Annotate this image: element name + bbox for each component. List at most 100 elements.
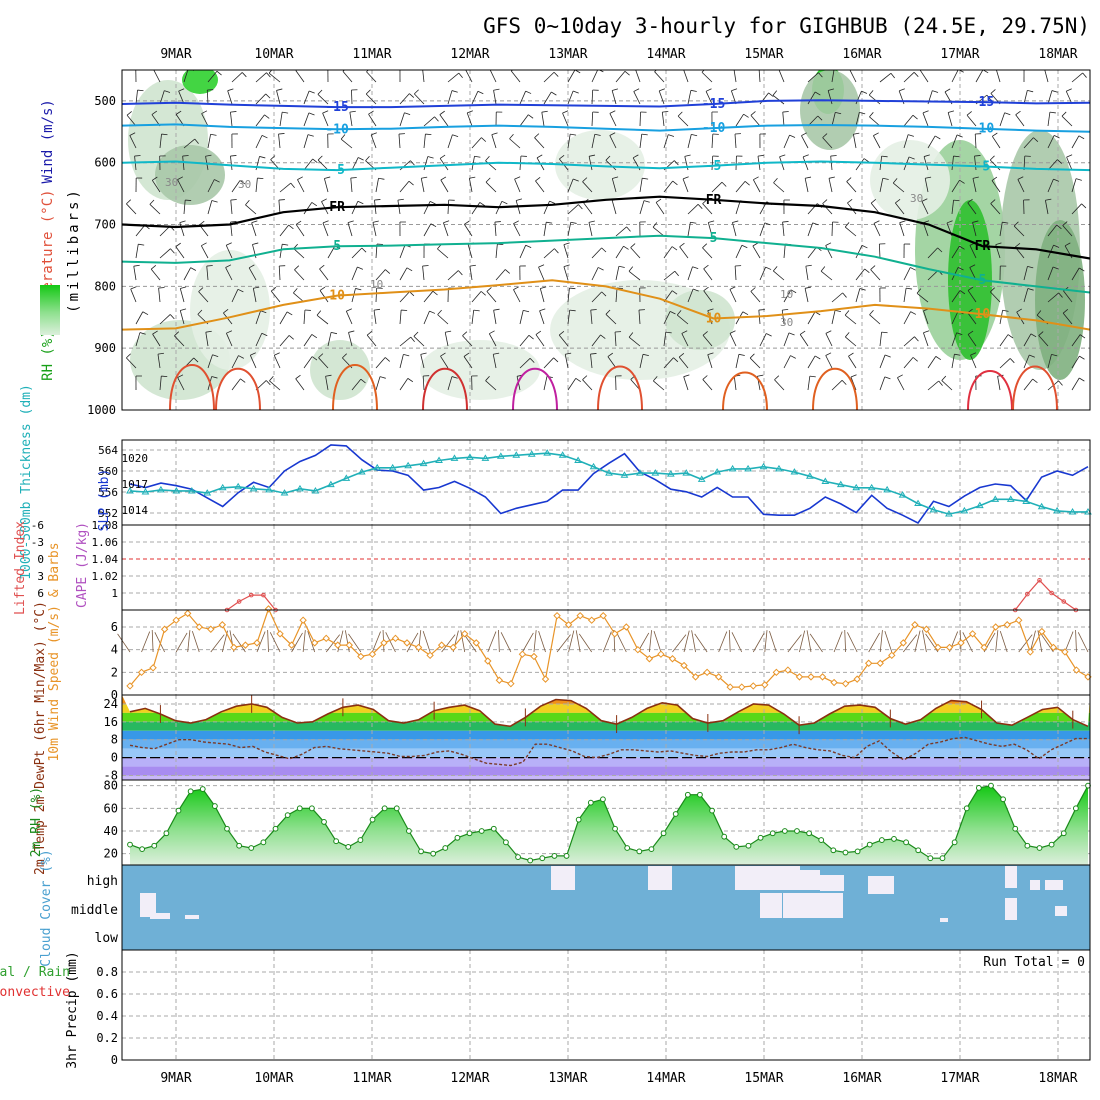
wind-speed-marker <box>461 630 469 638</box>
wind-barb <box>159 248 171 259</box>
wind-barb <box>492 354 497 369</box>
wind-barb <box>822 137 833 149</box>
wind-barb-flag <box>1007 334 1014 339</box>
wind-barb <box>399 291 410 303</box>
thickness-marker <box>620 471 629 478</box>
wind-barb <box>873 223 881 237</box>
wind-barb <box>831 310 836 325</box>
wind-barb-flag <box>480 291 486 296</box>
wind-barb-flag <box>408 180 414 186</box>
surface-wind-barb <box>556 634 571 653</box>
wind-barb-flag <box>439 110 445 115</box>
wind-barb-flag <box>139 332 146 335</box>
wind-speed-marker <box>945 643 954 652</box>
wind-barb <box>734 134 737 149</box>
wind-barb <box>591 89 594 105</box>
wind-speed-marker <box>218 621 227 629</box>
wind-barb <box>846 181 857 193</box>
wind-speed-marker <box>772 668 781 677</box>
wind-barb-flag <box>835 111 842 115</box>
wind-barb <box>178 90 185 105</box>
wind-barb-flag <box>972 220 979 223</box>
wind-speed-marker <box>899 639 908 647</box>
cloud-cell <box>800 870 820 890</box>
wind-barb <box>991 136 1001 149</box>
wind-barb <box>676 314 689 325</box>
wind-speed-marker <box>587 616 596 624</box>
wind-barb <box>1047 292 1059 303</box>
wind-barb-flag <box>541 110 548 113</box>
wind-barb-flag <box>967 198 973 204</box>
wind-barb-flag <box>182 155 189 157</box>
wind-barb <box>175 246 185 259</box>
wind-barb <box>543 200 550 215</box>
wind-barb <box>1013 225 1025 237</box>
wind-barb <box>678 356 689 369</box>
wind-barb <box>130 288 137 303</box>
wind-barb-flag <box>690 89 697 92</box>
wind-barb-flag <box>897 374 903 378</box>
wind-barb-flag <box>605 309 611 315</box>
wind-barb <box>183 138 195 149</box>
run-total-label: Run Total = 0 <box>983 955 1085 970</box>
wind-barb-flag <box>707 308 714 312</box>
wind-barb <box>921 201 929 215</box>
wind-barb-flag <box>451 376 458 379</box>
wind-speed-marker <box>160 625 169 633</box>
wind-barb <box>159 134 162 149</box>
wind-barb <box>1071 355 1080 369</box>
wind-barb <box>444 332 449 347</box>
wind-barb-flag <box>384 357 390 362</box>
rh-shade-cell <box>155 145 225 205</box>
wind-barb <box>967 290 977 303</box>
slp-tick-label: 1014 <box>122 504 149 517</box>
wind-barb <box>399 267 408 281</box>
li-tick-label: -3 <box>31 536 44 549</box>
wind-barb-flag <box>481 137 487 142</box>
wind-barb <box>399 112 405 127</box>
wind-barb-flag <box>757 374 764 377</box>
wind-barb <box>543 357 554 369</box>
wind-barb <box>491 134 497 149</box>
wind-barb-flag <box>957 267 964 271</box>
thickness-marker <box>141 488 150 495</box>
wind-barb <box>303 202 313 215</box>
wind-barb-flag <box>179 220 186 224</box>
wind-barb <box>375 178 379 193</box>
wind-barb <box>437 314 449 325</box>
wind-barb-flag <box>630 243 636 248</box>
wind-barb-flag <box>914 336 919 342</box>
wind-barb-flag <box>773 177 778 184</box>
thickness-marker <box>388 463 397 471</box>
wind-barb <box>351 266 358 281</box>
wind-barb-flag <box>679 242 685 248</box>
surface-wind-barb <box>522 632 534 653</box>
thickness-slp-panel: 552 556 560 564 1014 1017 1020 <box>98 439 1092 526</box>
wind-barb-flag <box>340 134 346 140</box>
wind-barb <box>653 380 665 391</box>
upper-air-panel: -15 -15 -15 -10 -10 -10 -5 -5 -5 FR FR FR 5 5 5 10 10 10 3… <box>40 69 1091 417</box>
li-tick-label: 3 <box>37 570 44 583</box>
isotherm-loop <box>812 367 858 410</box>
wind-barb <box>225 267 233 281</box>
wind-barb <box>567 178 574 193</box>
surface-wind-barb <box>325 634 341 653</box>
cloud-cell <box>868 876 894 894</box>
thickness-marker <box>929 505 938 513</box>
wind-barb-flag <box>349 110 356 113</box>
wind-barb-flag <box>368 110 374 115</box>
rh-marker <box>345 843 352 850</box>
wind-barb-flag <box>859 112 866 115</box>
wind-barb <box>802 156 809 171</box>
wind-barb-flag <box>311 356 318 361</box>
surface-wind-barb <box>498 630 500 653</box>
wind-barb <box>129 135 137 149</box>
wind-barb-flag <box>549 200 556 204</box>
wind-barb <box>1047 224 1058 237</box>
wind-barb-flag <box>230 221 237 223</box>
surface-wind-barb <box>1037 630 1043 653</box>
wind-barb <box>951 311 959 325</box>
wind-barb <box>879 178 884 193</box>
wind-barb <box>825 333 833 347</box>
wind-barb <box>1047 90 1053 105</box>
